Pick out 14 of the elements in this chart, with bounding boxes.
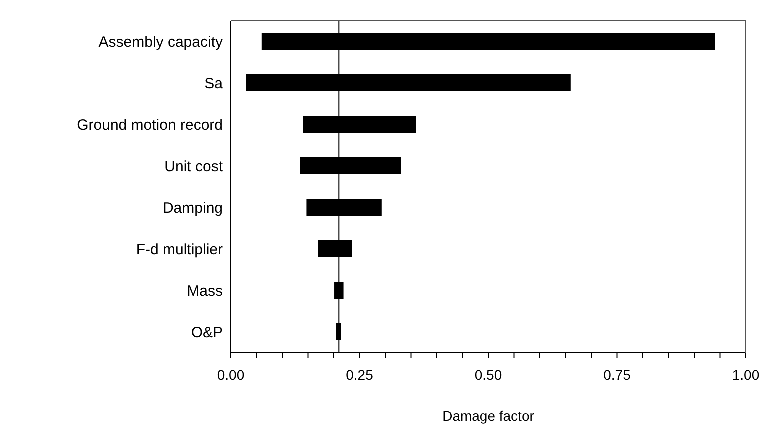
y-tick-label: Unit cost: [164, 158, 224, 176]
y-tick-label: Sa: [204, 76, 224, 93]
x-axis-title: Damage factor: [442, 408, 535, 424]
y-tick-label: Assembly capacity: [98, 34, 224, 52]
x-tick-label: 0.25: [346, 366, 374, 383]
y-tick-label: Mass: [187, 283, 223, 300]
x-tick-label: 1.00: [732, 366, 760, 383]
x-tick-label: 0.75: [604, 366, 632, 383]
x-tick-label: 0.00: [217, 366, 245, 383]
x-tick-label: 0.50: [474, 366, 502, 383]
y-tick-label: F-d multiplier: [136, 242, 223, 259]
y-tick-label: Damping: [162, 200, 223, 218]
y-tick-label: O&P: [191, 324, 223, 342]
y-tick-label: Ground motion record: [77, 117, 223, 134]
